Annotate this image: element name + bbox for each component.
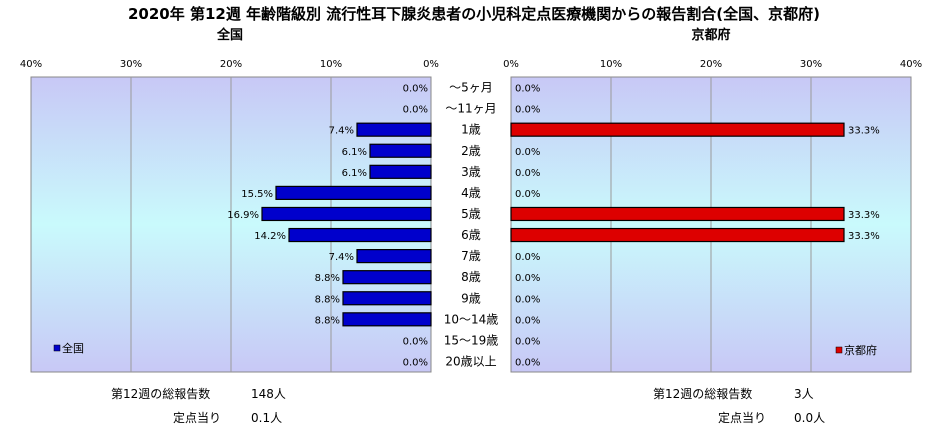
right-tick-label: 30% bbox=[800, 59, 822, 70]
national-bar bbox=[342, 291, 432, 306]
national-bar bbox=[369, 143, 432, 158]
chart-title: 2020年 第12週 年齢階級別 流行性耳下腺炎患者の小児科定点医療機関からの報… bbox=[128, 5, 820, 23]
right-legend-label: 京都府 bbox=[844, 343, 877, 357]
category-labels: ～5ヶ月 ～11ヶ月 1歳 2歳 3歳 4歳 5歳 6歳 7歳 8歳 9歳 10～14歳 15～19歳 2… bbox=[444, 81, 499, 369]
left-legend: 全国 bbox=[53, 341, 84, 355]
right-tick-label: 0% bbox=[503, 59, 519, 70]
kyoto-value-label: 33.3% bbox=[848, 231, 880, 242]
category-label: 1歳 bbox=[461, 123, 481, 137]
category-label: 20歳以上 bbox=[445, 354, 496, 368]
national-bar bbox=[369, 164, 432, 179]
national-value-label: 15.5% bbox=[241, 189, 273, 200]
left-gridlines bbox=[130, 77, 332, 372]
kyoto-bar bbox=[510, 122, 845, 137]
left-tick-label: 20% bbox=[220, 59, 242, 70]
national-total-value: 148人 bbox=[251, 387, 286, 401]
right-tick-label: 40% bbox=[900, 59, 922, 70]
left-panel-title: 全国 bbox=[216, 27, 243, 43]
category-label: 3歳 bbox=[461, 165, 481, 179]
national-value-label: 8.8% bbox=[315, 273, 340, 284]
national-value-label: 14.2% bbox=[254, 231, 286, 242]
kyoto-bar bbox=[510, 206, 845, 222]
category-label: 6歳 bbox=[461, 228, 481, 242]
national-value-label: 0.0% bbox=[403, 84, 428, 95]
national-bar bbox=[261, 206, 432, 222]
kyoto-value-label: 0.0% bbox=[515, 84, 540, 95]
national-value-label: 7.4% bbox=[329, 126, 354, 137]
kyoto-per-value: 0.0人 bbox=[794, 411, 825, 425]
kyoto-value-label: 0.0% bbox=[515, 189, 540, 200]
left-legend-label: 全国 bbox=[62, 341, 84, 355]
national-per-value: 0.1人 bbox=[251, 411, 282, 425]
national-value-label: 16.9% bbox=[227, 210, 259, 221]
kyoto-total-label: 第12週の総報告数 bbox=[653, 386, 752, 401]
kyoto-value-label: 0.0% bbox=[515, 336, 540, 347]
kyoto-value-label: 0.0% bbox=[515, 294, 540, 305]
category-label: 8歳 bbox=[461, 270, 481, 284]
left-tick-labels: 40% 30% 20% 10% 0% bbox=[20, 59, 439, 70]
national-bar bbox=[356, 249, 432, 264]
national-footer: 第12週の総報告数 148人 定点当り 0.1人 bbox=[111, 386, 286, 425]
right-panel-title: 京都府 bbox=[691, 27, 730, 43]
national-value-label: 8.8% bbox=[315, 294, 340, 305]
kyoto-value-label: 0.0% bbox=[515, 147, 540, 158]
kyoto-value-label: 0.0% bbox=[515, 273, 540, 284]
kyoto-value-label: 33.3% bbox=[848, 210, 880, 221]
national-value-label: 0.0% bbox=[403, 336, 428, 347]
national-bar bbox=[288, 227, 432, 243]
category-label: 9歳 bbox=[461, 291, 481, 305]
right-tick-label: 10% bbox=[600, 59, 622, 70]
left-tick-label: 30% bbox=[120, 59, 142, 70]
national-value-label: 6.1% bbox=[342, 147, 367, 158]
national-value-label: 8.8% bbox=[315, 315, 340, 326]
right-tick-labels: 0% 10% 20% 30% 40% bbox=[503, 59, 922, 70]
category-label: 2歳 bbox=[461, 144, 481, 158]
left-legend-swatch bbox=[53, 344, 61, 352]
left-tick-label: 40% bbox=[20, 59, 42, 70]
national-value-label: 0.0% bbox=[403, 105, 428, 116]
kyoto-value-label: 0.0% bbox=[515, 252, 540, 263]
right-legend-swatch bbox=[835, 346, 843, 354]
national-value-label: 7.4% bbox=[329, 252, 354, 263]
kyoto-value-label: 0.0% bbox=[515, 357, 540, 368]
left-bars: 0.0% 0.0% 7.4% 6.1% 6.1% 15.5% 16.9% 14.2% 7.4% 8… bbox=[227, 84, 432, 368]
kyoto-value-label: 0.0% bbox=[515, 168, 540, 179]
national-value-label: 6.1% bbox=[342, 168, 367, 179]
national-bar bbox=[342, 270, 432, 285]
category-label: 5歳 bbox=[461, 207, 481, 221]
kyoto-value-label: 33.3% bbox=[848, 126, 880, 137]
kyoto-value-label: 0.0% bbox=[515, 105, 540, 116]
right-bars: 0.0% 0.0% 33.3% 0.0% 0.0% 0.0% 33.3% 33.3% 0.0% 0… bbox=[510, 84, 880, 368]
category-label: ～11ヶ月 bbox=[445, 102, 496, 116]
kyoto-footer: 第12週の総報告数 3人 定点当り 0.0人 bbox=[653, 386, 825, 425]
left-tick-label: 10% bbox=[320, 59, 342, 70]
category-label: 10～14歳 bbox=[444, 312, 499, 326]
left-tick-label: 0% bbox=[423, 59, 439, 70]
national-bar bbox=[342, 312, 432, 327]
kyoto-bar bbox=[510, 227, 845, 243]
category-label: 4歳 bbox=[461, 186, 481, 200]
national-bar bbox=[275, 185, 432, 200]
kyoto-value-label: 0.0% bbox=[515, 315, 540, 326]
category-label: 7歳 bbox=[461, 249, 481, 263]
right-legend: 京都府 bbox=[835, 343, 877, 357]
national-value-label: 0.0% bbox=[403, 357, 428, 368]
category-label: ～5ヶ月 bbox=[449, 81, 493, 95]
right-tick-label: 20% bbox=[700, 59, 722, 70]
national-per-label: 定点当り bbox=[173, 410, 221, 425]
kyoto-per-label: 定点当り bbox=[718, 410, 766, 425]
category-label: 15～19歳 bbox=[444, 333, 499, 347]
national-bar bbox=[356, 122, 432, 137]
kyoto-total-value: 3人 bbox=[794, 387, 814, 401]
national-total-label: 第12週の総報告数 bbox=[111, 386, 210, 401]
